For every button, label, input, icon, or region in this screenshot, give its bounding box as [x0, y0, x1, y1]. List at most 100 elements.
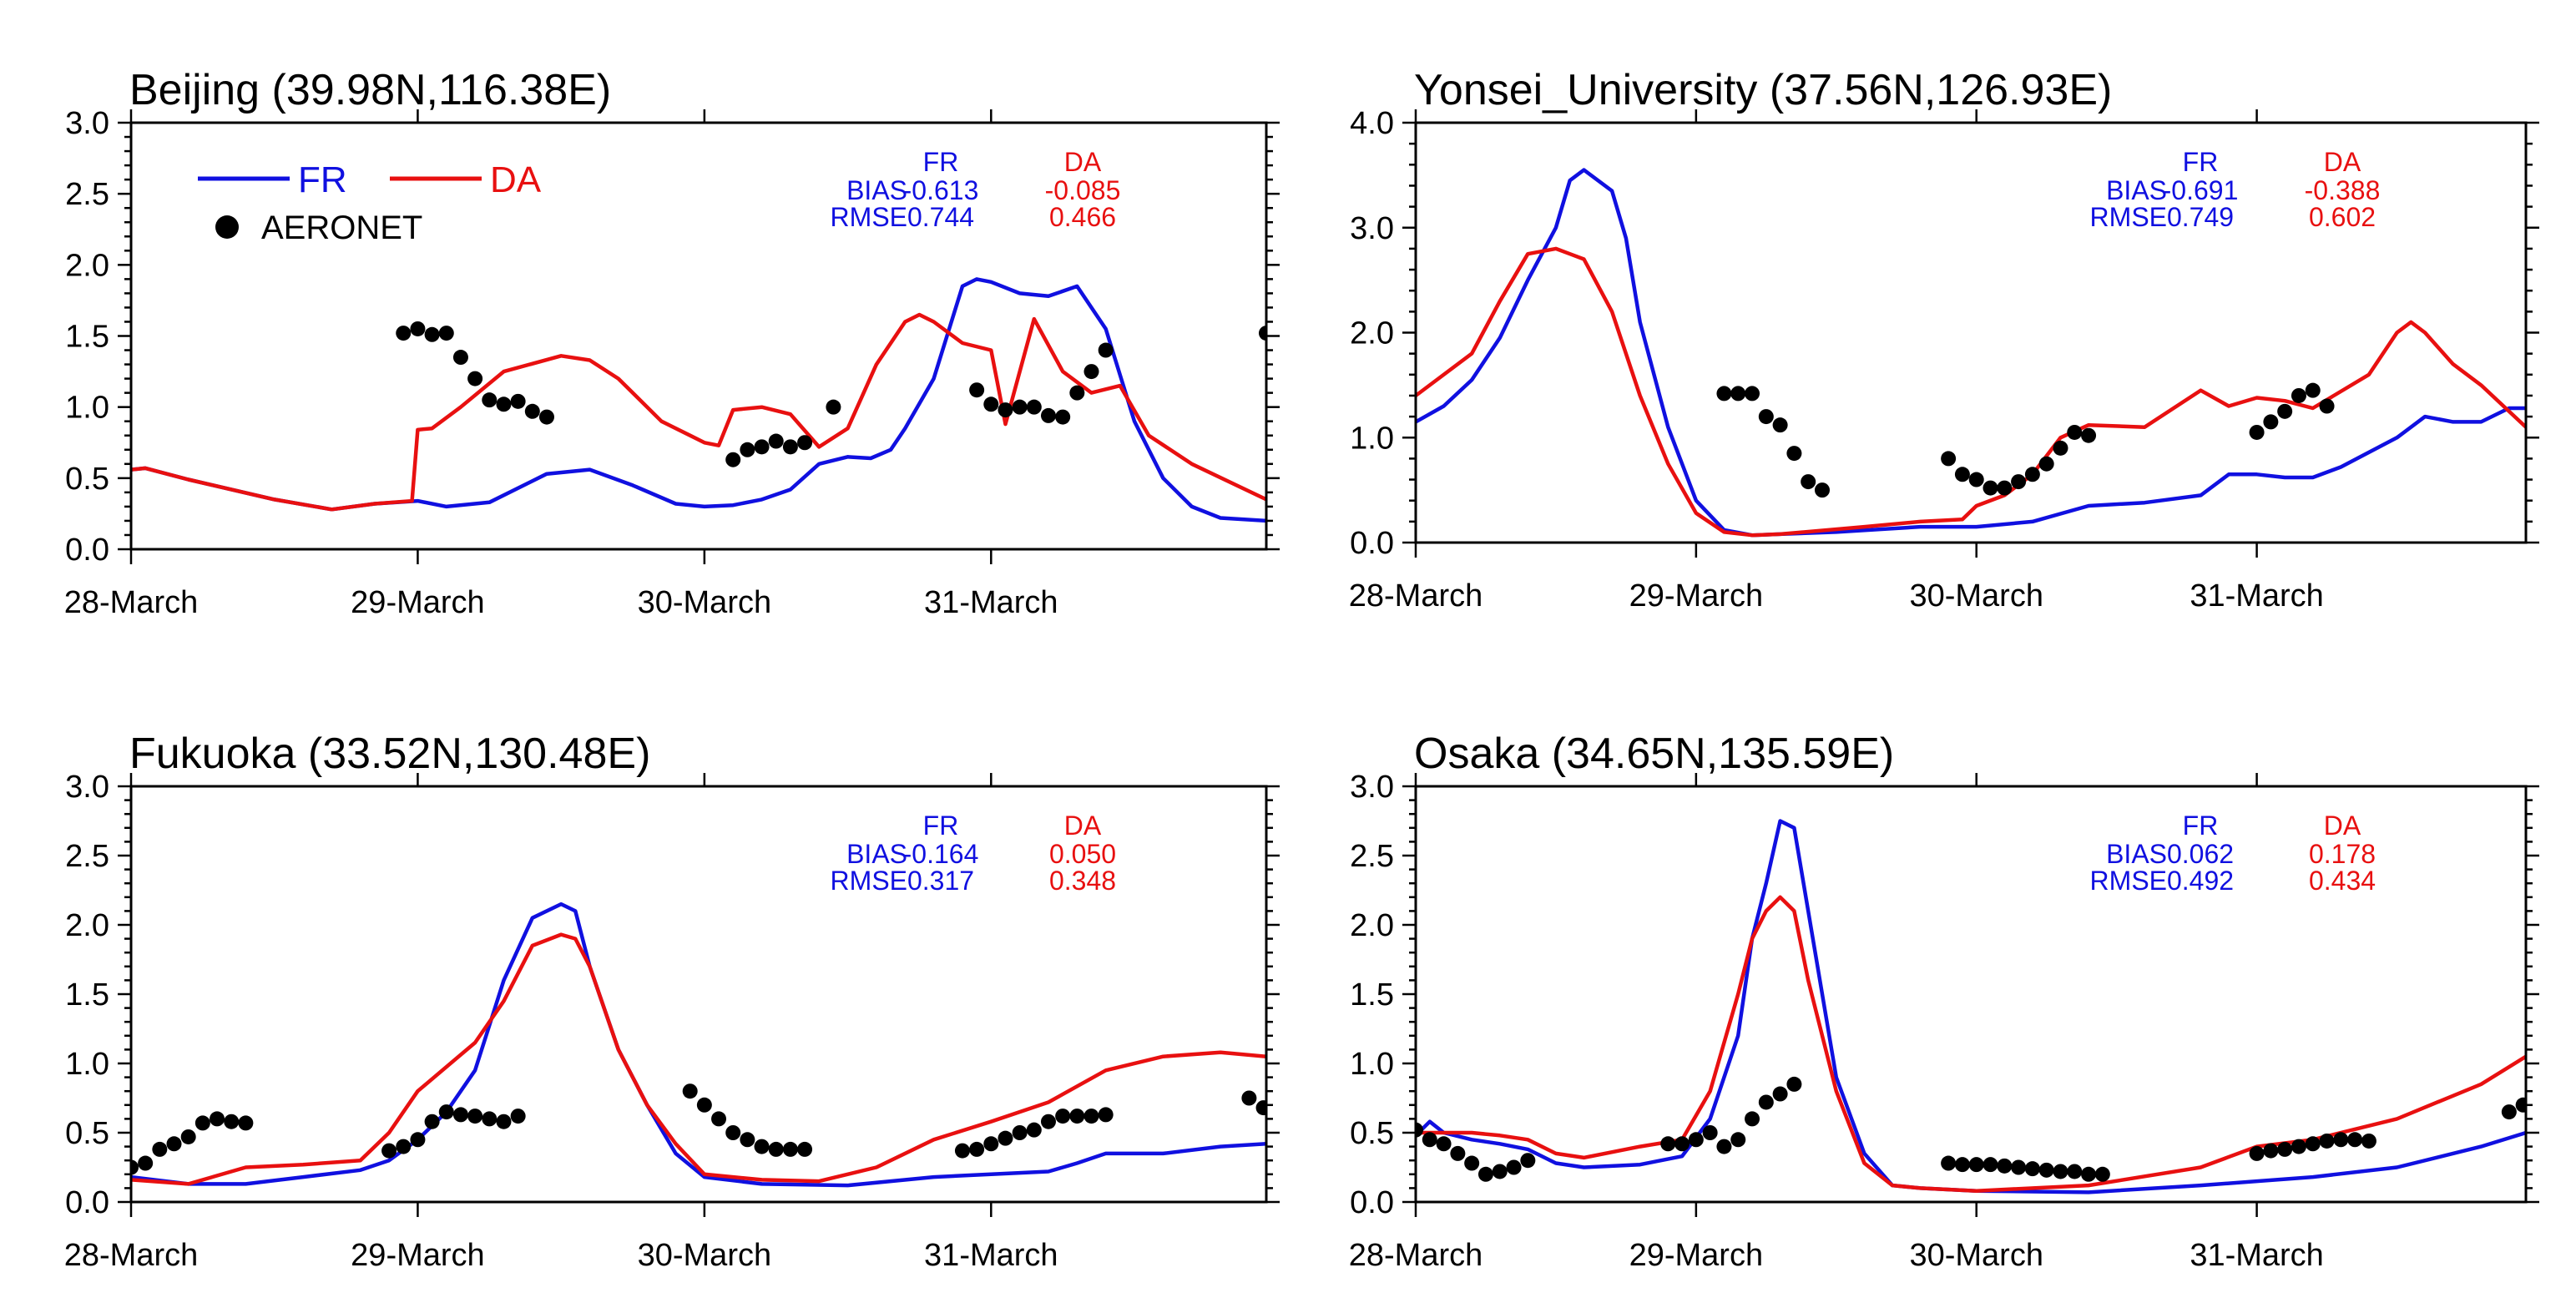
aeronet-point	[1259, 326, 1266, 341]
aeronet-point	[768, 1141, 784, 1157]
y-tick-label: 4.0	[1350, 106, 1394, 141]
aeronet-point	[152, 1141, 168, 1157]
x-tick-label: 31-March	[2190, 1238, 2324, 1273]
y-tick-label: 2.0	[65, 248, 109, 283]
aeronet-point	[2011, 1159, 2027, 1175]
aeronet-point	[424, 326, 440, 342]
aeronet-point	[983, 396, 999, 412]
aeronet-point	[138, 1155, 154, 1171]
da-series-line	[1416, 895, 2526, 1193]
x-tick-label: 31-March	[924, 1238, 1058, 1273]
y-tick-label: 0.5	[1350, 1116, 1394, 1151]
aeronet-point	[797, 435, 813, 451]
legend-da-label: DA	[490, 159, 542, 200]
aeronet-point	[1492, 1164, 1508, 1179]
aeronet-point	[467, 371, 483, 386]
aeronet-point	[1814, 482, 1830, 498]
y-tick-label: 1.5	[1350, 977, 1394, 1013]
aeronet-point	[983, 1136, 999, 1152]
aeronet-point	[998, 1130, 1013, 1146]
aeronet-point	[2067, 424, 2083, 440]
stats-rmse-fr: 0.744	[907, 202, 974, 232]
aeronet-point	[496, 1114, 512, 1129]
aeronet-point	[1745, 1111, 1760, 1127]
aeronet-point	[510, 1109, 526, 1124]
aeronet-point	[524, 403, 540, 419]
x-tick-label: 30-March	[1909, 1238, 2043, 1273]
aeronet-point	[1968, 1157, 1984, 1173]
y-tick-label: 3.0	[65, 106, 109, 141]
plot-frame	[1414, 785, 2528, 1204]
aeronet-point	[1801, 474, 1816, 490]
series-group	[131, 901, 1266, 1188]
y-tick-label: 1.5	[65, 977, 109, 1013]
stats-bias-da: -0.388	[2305, 175, 2381, 205]
aeronet-point	[1069, 1109, 1085, 1124]
stats-bias-fr: 0.062	[2167, 839, 2234, 869]
x-tick-label: 29-March	[351, 585, 485, 620]
y-tick-label: 0.0	[65, 1185, 109, 1220]
panel-yonsei-university: Yonsei_University (37.56N,126.93E) 0.0 1.0…	[1349, 66, 2539, 614]
aeronet-point	[1786, 1076, 1802, 1092]
aeronet-point	[1941, 451, 1957, 467]
stats-bias-label: BIAS	[2106, 839, 2167, 869]
aeronet-point	[2333, 1132, 2349, 1148]
panel-fukuoka: Fukuoka (33.52N,130.48E) 0.0 0.5 1.0 1.5 2.0 2…	[64, 730, 1280, 1273]
aeronet-point	[1040, 1114, 1056, 1129]
aeronet-point	[2081, 1166, 2097, 1182]
panel-title: Fukuoka (33.52N,130.48E)	[129, 730, 650, 778]
panel-title: Osaka (34.65N,135.59E)	[1414, 730, 1894, 778]
stats-bias-label: BIAS	[846, 175, 907, 205]
x-tick-label: 28-March	[1349, 1238, 1483, 1273]
aeronet-point	[1758, 1094, 1774, 1110]
aeronet-point	[224, 1114, 240, 1129]
y-tick-label: 3.0	[65, 770, 109, 805]
aeronet-point	[1954, 1157, 1970, 1173]
y-tick-label: 1.0	[1350, 421, 1394, 456]
aeronet-point	[740, 1132, 755, 1148]
legend-aeronet-label: AERONET	[261, 210, 422, 246]
fr-series-line	[131, 277, 1266, 523]
aeronet-point	[754, 439, 770, 455]
plot-frame	[1414, 121, 2528, 544]
y-tick-label: 2.0	[65, 908, 109, 943]
aeronet-point	[438, 326, 454, 341]
aeronet-point	[2053, 1164, 2068, 1179]
aeronet-point	[131, 1159, 139, 1175]
aeronet-point	[381, 1143, 397, 1159]
aeronet-point	[1012, 1125, 1028, 1140]
da-series-line	[1416, 246, 2526, 538]
aeronet-point	[1083, 364, 1099, 380]
aeronet-point	[1083, 1109, 1099, 1124]
aeronet-point	[1055, 1109, 1071, 1124]
panel-osaka: Osaka (34.65N,135.59E) 0.0 0.5 1.0 1.5 2.0 2.5…	[1349, 730, 2539, 1273]
aeronet-point	[782, 439, 798, 455]
da-series-line	[131, 932, 1266, 1186]
aeronet-point	[2319, 1133, 2335, 1149]
x-tick-label: 29-March	[1629, 1238, 1764, 1273]
aeronet-point	[2263, 414, 2279, 430]
stats-rmse-label: RMSE	[2090, 202, 2167, 232]
aeronet-point	[2501, 1104, 2517, 1120]
aeronet-point	[2249, 424, 2265, 440]
aeronet-point	[1968, 472, 1984, 487]
aeronet-point	[166, 1136, 182, 1152]
aeronet-point	[396, 326, 412, 341]
aeronet-point	[1983, 480, 1998, 496]
aeronet-point	[438, 1104, 454, 1120]
x-tick-label: 31-March	[924, 585, 1058, 620]
y-tick-label: 1.5	[65, 320, 109, 355]
stats-header-da: DA	[2324, 811, 2361, 841]
x-tick-label: 30-March	[638, 585, 772, 620]
aeronet-point	[1674, 1136, 1690, 1152]
y-tick-label: 3.0	[1350, 770, 1394, 805]
aeronet-point	[1772, 417, 1788, 433]
aeronet-point	[2038, 456, 2054, 472]
aeronet-point	[482, 1111, 498, 1127]
aeronet-point	[496, 396, 512, 412]
aeronet-point	[969, 382, 985, 398]
aeronet-point	[2263, 1143, 2279, 1159]
aeronet-point	[2319, 398, 2335, 414]
aeronet-point	[194, 1115, 210, 1131]
panel-beijing: Beijing (39.98N,116.38E) 0.0 0.5 1.0 1.5 2.0 2…	[64, 66, 1280, 620]
